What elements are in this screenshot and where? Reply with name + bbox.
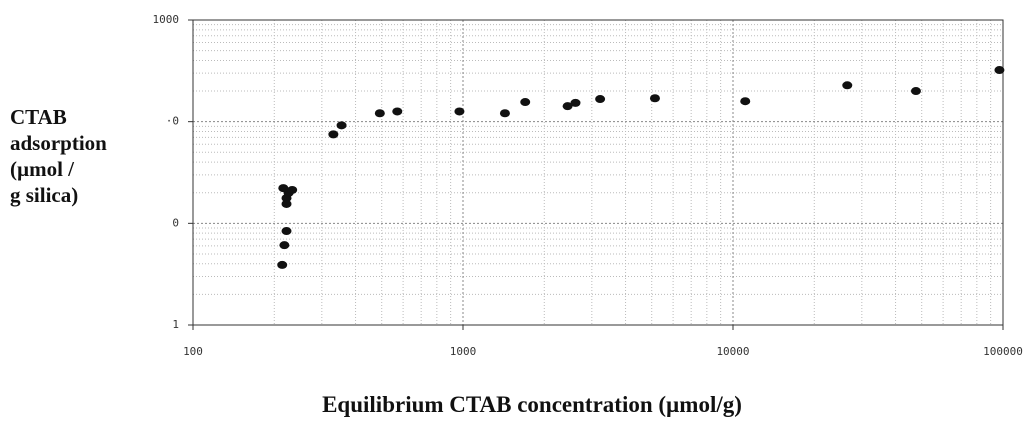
y-axis-title-line: (µmol / (10, 157, 75, 181)
point (281, 227, 292, 236)
point (392, 107, 403, 116)
x-tick-label: 10000 (716, 345, 749, 358)
x-tick-label: 100 (183, 345, 203, 358)
point (374, 109, 385, 118)
point (595, 95, 606, 104)
point (562, 102, 573, 111)
x-axis-title: Equilibrium CTAB concentration (µmol/g) (322, 392, 742, 417)
y-tick-label: ·0 (166, 115, 179, 128)
point (520, 98, 531, 107)
y-axis-title-line: CTAB (10, 105, 67, 129)
point (740, 97, 751, 106)
point (910, 87, 921, 96)
y-tick-label: 1 (172, 318, 179, 331)
point (499, 109, 510, 118)
y-tick-label: 0 (172, 216, 179, 229)
point (281, 199, 292, 208)
x-tick-label: 100000 (983, 345, 1023, 358)
x-tick-label: 1000 (450, 345, 477, 358)
point (328, 130, 339, 139)
y-axis-title-line: g silica) (10, 183, 78, 207)
y-axis-title-line: adsorption (10, 131, 107, 155)
point (279, 241, 290, 250)
point (277, 260, 288, 269)
point (454, 107, 465, 116)
point (287, 185, 298, 194)
point (570, 98, 581, 107)
point (649, 94, 660, 103)
point (842, 81, 853, 90)
point (994, 66, 1005, 75)
point (336, 121, 347, 130)
point (278, 184, 289, 193)
y-tick-label: 1000 (153, 13, 180, 26)
plot-frame (192, 19, 1004, 326)
